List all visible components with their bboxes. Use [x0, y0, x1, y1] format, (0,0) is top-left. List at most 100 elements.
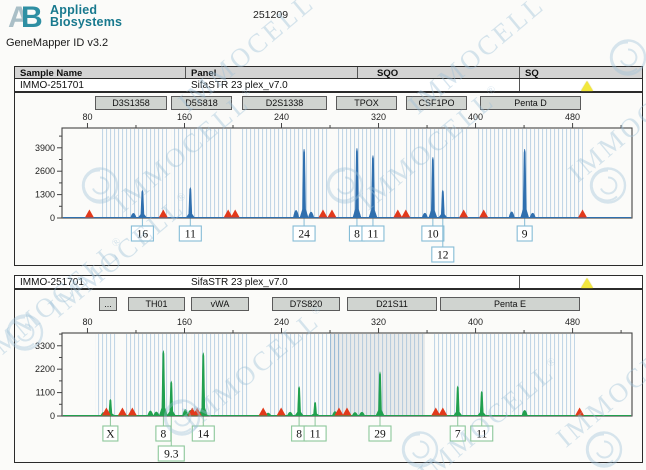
peak-Penta E-11: [477, 390, 487, 416]
allele-label-12[interactable]: 12: [437, 250, 449, 262]
allele-label-box[interactable]: [470, 425, 494, 442]
allele-label-8[interactable]: 8: [161, 429, 167, 441]
marker-button-vWA[interactable]: vWA: [191, 297, 249, 311]
minor-peak: [293, 209, 300, 218]
allele-label-11[interactable]: 11: [185, 229, 196, 241]
allele-label-box[interactable]: [361, 225, 385, 242]
electropherogram-chart-2: 80 160 240 320 400 480 0 1100 2200 3300 X 8 9.3 14 8 11…: [35, 317, 633, 462]
marker-button-D2S1338[interactable]: D2S1338: [242, 96, 327, 110]
marker-button-TH01[interactable]: TH01: [128, 297, 185, 311]
allele-label-16[interactable]: 16: [137, 229, 149, 241]
offscale-triangle-icon: [578, 209, 588, 218]
allele-bin-stripes: [124, 334, 187, 416]
allele-label-box[interactable]: [368, 425, 392, 442]
allele-label-box[interactable]: [516, 225, 533, 242]
allele-label-29[interactable]: 29: [374, 429, 386, 441]
sample-row-1[interactable]: IMMO-251701 SifaSTR 23 plex_v7.0: [14, 78, 643, 92]
marker-button-D7S820[interactable]: D7S820: [272, 297, 340, 311]
y-axis-tick-label: 0: [50, 213, 55, 223]
minor-peak: [308, 211, 315, 218]
allele-label-8[interactable]: 8: [354, 229, 360, 241]
peak-D5S818-11: [185, 186, 195, 218]
y-axis-tick-label: 0: [50, 411, 55, 421]
allele-label-7[interactable]: 7: [455, 429, 461, 441]
column-divider: [185, 67, 186, 78]
offscale-triangle-icon: [276, 407, 286, 416]
x-axis-tick-label: 480: [565, 112, 580, 122]
marker-button-PentaD[interactable]: Penta D: [480, 96, 581, 110]
allele-bin-stripes: [100, 129, 167, 218]
peak-TPOX-8: [352, 148, 362, 218]
marker-button-D3S1358[interactable]: D3S1358: [95, 96, 167, 110]
peak-TH01-8: [158, 350, 168, 416]
allele-label-box[interactable]: [303, 425, 327, 442]
offscale-triangle-icon: [575, 407, 585, 416]
sample-name-1: IMMO-251701: [20, 80, 84, 91]
offscale-triangle-icon: [101, 407, 111, 416]
allele-label-box[interactable]: [449, 425, 466, 442]
peak-D2S1338-24: [299, 149, 309, 218]
peak-TH01-9.3: [166, 380, 176, 416]
electropherogram-panel-1: [14, 92, 643, 266]
allele-label-box[interactable]: [157, 445, 185, 462]
marker-button-CSF1PO[interactable]: CSF1PO: [406, 96, 467, 110]
allele-label-11[interactable]: 11: [367, 229, 378, 241]
panel-name-2: SifaSTR 23 plex_v7.0: [191, 277, 288, 288]
brand-line2: Biosystems: [50, 15, 123, 29]
document-number: 251209: [253, 9, 289, 21]
marker-button-D5S818[interactable]: D5S818: [171, 96, 232, 110]
allele-label-box[interactable]: [191, 425, 215, 442]
allele-label-11[interactable]: 11: [310, 429, 321, 441]
y-axis-tick-label: 3300: [35, 341, 55, 351]
peak-TPOX-11: [368, 155, 378, 218]
offscale-triangle-icon: [327, 209, 337, 218]
electropherogram-panel-2: [14, 289, 643, 463]
marker-button-[interactable]: ...: [99, 297, 117, 311]
allele-label-14[interactable]: 14: [198, 429, 210, 441]
allele-label-8[interactable]: 8: [296, 429, 302, 441]
allele-label-box[interactable]: [178, 225, 202, 242]
peak-CSF1PO-10: [428, 157, 438, 218]
allele-bin-stripes: [336, 129, 398, 218]
peak-D7S820-8: [294, 385, 304, 416]
marker-button-D21S11[interactable]: D21S11: [347, 297, 437, 311]
brand-line1: Applied: [50, 3, 98, 17]
offscale-triangle-icon: [334, 407, 344, 416]
sq-warning-triangle-icon[interactable]: [581, 278, 593, 288]
allele-label-box[interactable]: [130, 225, 154, 242]
offscale-triangle-icon: [223, 209, 233, 218]
allele-bin-stripes: [330, 334, 425, 416]
offscale-triangle-icon: [431, 407, 441, 416]
sq-warning-triangle-icon[interactable]: [581, 81, 593, 91]
column-divider: [519, 67, 520, 78]
minor-peak: [153, 411, 160, 416]
marker-button-PentaE[interactable]: Penta E: [440, 297, 580, 311]
x-axis-tick-label: 160: [177, 112, 192, 122]
x-axis-tick-label: 400: [468, 317, 483, 327]
allele-label-9.3[interactable]: 9.3: [164, 449, 179, 461]
allele-label-box[interactable]: [431, 246, 455, 263]
offscale-triangle-icon: [459, 209, 469, 218]
allele-label-X[interactable]: X: [106, 429, 115, 441]
column-header-sq: SQ: [525, 68, 539, 79]
allele-label-9[interactable]: 9: [522, 229, 528, 241]
offscale-triangle-icon: [258, 407, 268, 416]
x-axis-tick-label: 320: [371, 317, 386, 327]
x-axis-tick-label: 480: [565, 317, 580, 327]
allele-label-11[interactable]: 11: [476, 429, 487, 441]
allele-label-box[interactable]: [102, 425, 119, 442]
allele-label-10[interactable]: 10: [427, 229, 439, 241]
offscale-triangle-icon: [318, 209, 328, 218]
allele-label-24[interactable]: 24: [298, 229, 310, 241]
allele-label-box[interactable]: [421, 225, 445, 242]
sample-row-2[interactable]: IMMO-251701 SifaSTR 23 plex_v7.0: [14, 275, 643, 289]
x-axis-tick-label: 240: [274, 317, 289, 327]
marker-button-TPOX[interactable]: TPOX: [336, 96, 397, 110]
allele-bin-stripes: [268, 334, 340, 416]
minor-peak: [358, 411, 365, 416]
allele-label-box[interactable]: [292, 225, 316, 242]
column-header-sqo: SQO: [377, 68, 399, 79]
offscale-triangle-icon: [158, 209, 168, 218]
peak-D7S820-11: [310, 401, 321, 416]
peak-vWA-14: [198, 352, 208, 416]
